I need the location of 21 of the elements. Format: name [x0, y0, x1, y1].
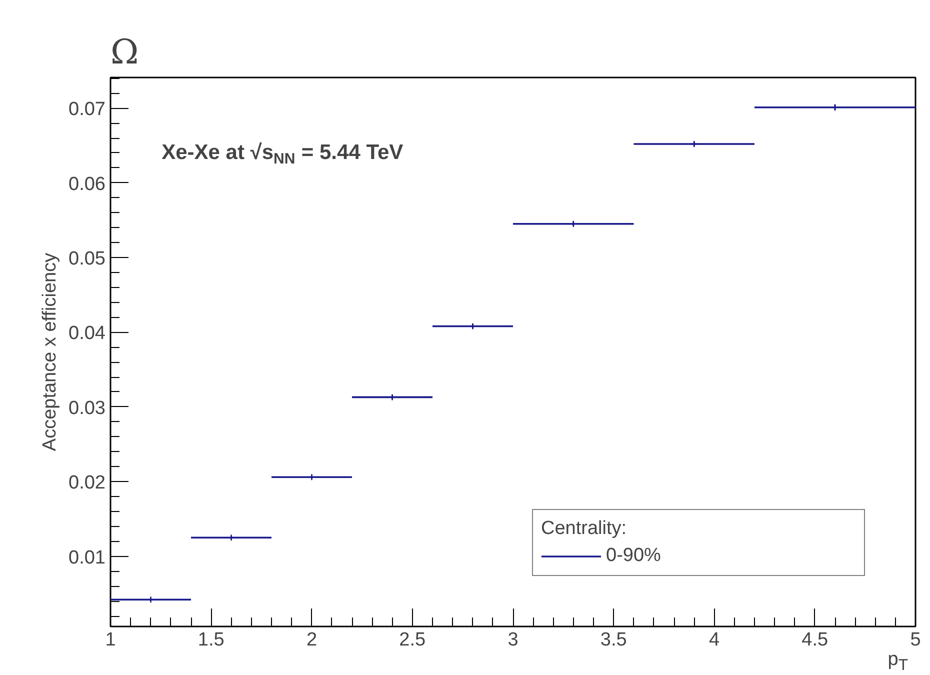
x-tick-label: 3.5 — [600, 630, 627, 650]
x-tick-label: 4 — [708, 630, 720, 650]
x-tick-label: 5 — [910, 630, 921, 650]
x-tick-label: 1 — [105, 630, 116, 650]
y-axis-title: Acceptance x efficiency — [40, 252, 61, 452]
x-tick-label: 2 — [306, 630, 318, 650]
y-tick-label: 0.03 — [68, 398, 106, 419]
x-tick-label: 2.5 — [399, 630, 426, 650]
y-tick-label: 0.05 — [68, 248, 106, 270]
y-tick-label: 0.07 — [68, 99, 106, 120]
y-tick-label: 0.01 — [68, 547, 106, 568]
y-tick-label: 0.06 — [68, 174, 106, 195]
x-axis-title: p$_{T}$ — [886, 649, 908, 675]
x-tick-label: 4.5 — [802, 630, 828, 650]
y-tick-label: 0.02 — [68, 472, 106, 494]
y-tick-label: 0.04 — [68, 323, 106, 344]
chart-title: Ω — [110, 32, 139, 72]
x-tick-label: 1.5 — [198, 630, 224, 650]
legend-label: 0-90% — [606, 545, 662, 567]
x-tick-label: 3 — [508, 630, 518, 650]
legend-title: Centrality: — [541, 518, 628, 540]
